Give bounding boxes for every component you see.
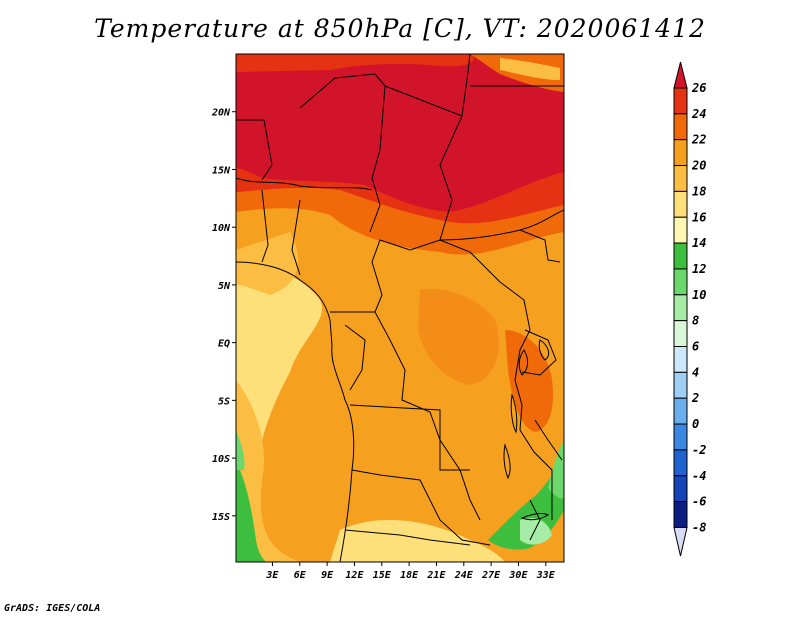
colorbar-label: -4 <box>692 469 706 483</box>
x-tick-label: 9E <box>321 570 334 581</box>
colorbar-segment <box>673 475 688 503</box>
colorbar-label: 10 <box>692 288 706 302</box>
colorbar-label: 16 <box>692 210 706 224</box>
x-tick-label: 33E <box>536 570 556 581</box>
x-tick-label: 18E <box>400 570 419 581</box>
x-tick-label: 12E <box>345 570 364 581</box>
colorbar-label: 18 <box>692 184 706 198</box>
colorbar-segment <box>673 113 688 141</box>
colorbar-label: -8 <box>692 520 706 534</box>
colorbar-segment <box>673 294 688 322</box>
colorbar-label: 26 <box>691 81 706 95</box>
colorbar-label: 14 <box>692 236 706 250</box>
colorbar-segment <box>673 87 688 115</box>
colorbar-segment <box>673 397 688 425</box>
colorbar-label: 12 <box>692 262 706 276</box>
colorbar-segment <box>673 501 688 528</box>
colorbar-segment <box>673 449 688 477</box>
colorbar-label: 24 <box>691 107 706 121</box>
x-tick-label: 6E <box>294 570 307 581</box>
x-tick-label: 21E <box>426 570 446 581</box>
colorbar-segment <box>673 190 688 218</box>
y-tick-label: 10N <box>212 223 231 234</box>
colorbar-segment <box>673 242 688 270</box>
y-tick-label: EQ <box>218 339 230 350</box>
temperature-field <box>236 54 564 562</box>
colorbar-label: -2 <box>692 443 706 457</box>
country-borders <box>236 54 564 562</box>
colorbar-label: 6 <box>692 340 699 354</box>
colorbar-label: 8 <box>692 314 699 328</box>
map-frame <box>235 53 565 563</box>
y-tick-label: 15N <box>212 165 231 176</box>
x-axis: 3E 6E 9E 12E 15E 18E 21E 24E 27E 30E 33E <box>265 562 556 581</box>
x-tick-label: 27E <box>481 570 501 581</box>
x-tick-label: 30E <box>508 570 528 581</box>
x-tick-label: 3E <box>265 570 279 581</box>
colorbar-segment <box>673 320 688 347</box>
colorbar-bottom-arrow <box>673 526 688 557</box>
x-tick-label: 15E <box>373 570 392 581</box>
colorbar-segment <box>673 139 688 167</box>
colorbar-segment <box>673 423 688 451</box>
colorbar-segment <box>673 165 688 192</box>
y-tick-label: 20N <box>211 108 231 119</box>
y-tick-label: 15S <box>212 512 230 523</box>
x-tick-label: 24E <box>454 570 474 581</box>
y-tick-label: 10S <box>212 454 230 465</box>
colorbar-top-arrow <box>673 61 688 89</box>
chart-title: Temperature at 850hPa [C], VT: 202006141… <box>94 14 706 43</box>
colorbar-segment <box>673 216 688 244</box>
colorbar-label: 2 <box>691 391 699 405</box>
colorbar-segment <box>673 268 688 296</box>
colorbar-segment <box>673 346 688 373</box>
colorbar-segment <box>673 371 688 399</box>
colorbar-label: -6 <box>692 495 706 509</box>
lakes <box>503 339 550 521</box>
colorbar-label: 22 <box>691 133 706 147</box>
y-tick-label: 5N <box>218 281 231 292</box>
colorbar-label: 0 <box>692 417 699 431</box>
colorbar-label: 20 <box>691 159 706 173</box>
y-axis: 20N 15N 10N 5N EQ 5S 10S 15S <box>211 108 236 523</box>
colorbar-label: 4 <box>692 365 699 379</box>
credit-text: GrADS: IGES/COLA <box>4 603 101 614</box>
y-tick-label: 5S <box>218 396 230 407</box>
